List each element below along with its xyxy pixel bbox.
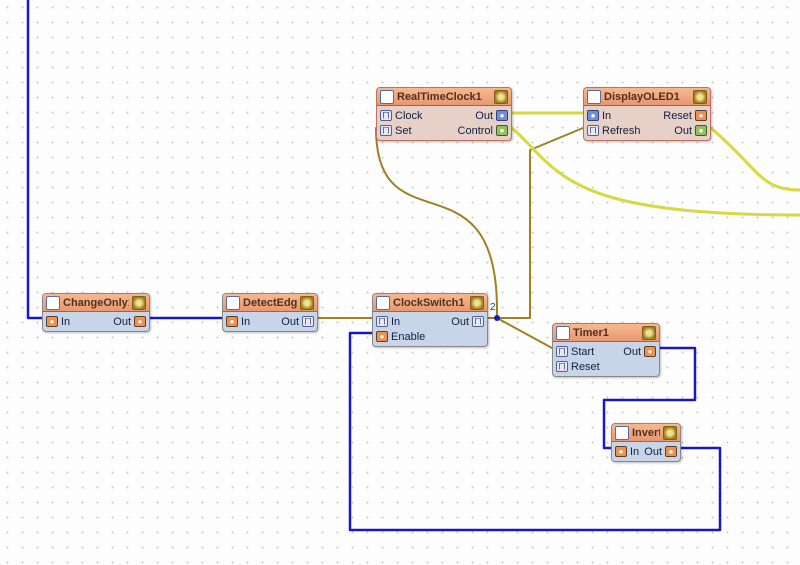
port-icon: ● <box>615 446 627 457</box>
pin-in[interactable]: ● In <box>587 110 611 122</box>
pin-out[interactable]: ● Out <box>623 346 656 358</box>
pin-set[interactable]: ⨅ Set <box>380 125 412 137</box>
port-icon: ● <box>695 125 707 136</box>
node-body: ⨅ In ⨅ Out ● Enable <box>373 312 487 346</box>
port-icon: ⨅ <box>380 125 392 136</box>
pin-in[interactable]: ● In <box>46 316 70 328</box>
node-timer[interactable]: Timer1 ⨅ Start ● Out ⨅ Reset <box>552 323 660 377</box>
component-icon <box>376 296 390 310</box>
node-rtc[interactable]: RealTimeClock1 ⨅ Clock ● Out ⨅ Set ● Con… <box>376 87 512 141</box>
port-icon: ● <box>587 110 599 121</box>
node-title: DisplayOLED1 <box>604 91 690 103</box>
pin-out[interactable]: ⨅ Out <box>451 316 484 328</box>
port-icon: ⨅ <box>302 316 314 327</box>
port-icon: ⨅ <box>556 361 568 372</box>
port-icon: ● <box>496 125 508 136</box>
port-icon: ● <box>226 316 238 327</box>
pin-out[interactable]: ● Out <box>475 110 508 122</box>
node-header[interactable]: ChangeOnly1 <box>43 294 149 312</box>
port-icon: ⨅ <box>472 316 484 327</box>
node-title: Timer1 <box>573 327 639 339</box>
gear-icon[interactable] <box>300 296 314 310</box>
component-icon <box>380 90 394 104</box>
port-icon: ● <box>644 346 656 357</box>
component-icon <box>226 296 240 310</box>
node-title: ClockSwitch1 <box>393 297 467 309</box>
gear-icon[interactable] <box>642 326 656 340</box>
component-icon <box>587 90 601 104</box>
port-icon: ● <box>134 316 146 327</box>
node-inverter[interactable]: Inverter1 ● In ● Out <box>611 423 681 462</box>
node-body: ⨅ Clock ● Out ⨅ Set ● Control <box>377 106 511 140</box>
port-icon: ⨅ <box>380 110 392 121</box>
node-title: RealTimeClock1 <box>397 91 491 103</box>
node-oled[interactable]: DisplayOLED1 ● In ● Reset ⨅ Refresh ● Ou… <box>583 87 711 141</box>
pin-start[interactable]: ⨅ Start <box>556 346 594 358</box>
node-body: ● In ⨅ Out <box>223 312 317 331</box>
component-icon <box>615 426 629 440</box>
node-detectEdge[interactable]: DetectEdge1 ● In ⨅ Out <box>222 293 318 332</box>
port-icon: ⨅ <box>587 125 599 136</box>
node-header[interactable]: DisplayOLED1 <box>584 88 710 106</box>
gear-icon[interactable] <box>663 426 677 440</box>
node-header[interactable]: DetectEdge1 <box>223 294 317 312</box>
node-header[interactable]: Inverter1 <box>612 424 680 442</box>
node-changeOnly[interactable]: ChangeOnly1 ● In ● Out <box>42 293 150 332</box>
port-icon: ● <box>496 110 508 121</box>
node-title: DetectEdge1 <box>243 297 297 309</box>
node-header[interactable]: RealTimeClock1 <box>377 88 511 106</box>
pin-in[interactable]: ● In <box>615 446 639 458</box>
node-body: ⨅ Start ● Out ⨅ Reset <box>553 342 659 376</box>
node-header[interactable]: ClockSwitch1 <box>373 294 487 312</box>
gear-icon[interactable] <box>132 296 146 310</box>
pin-reset[interactable]: ⨅ Reset <box>556 361 600 373</box>
node-body: ● In ● Out <box>612 442 680 461</box>
port-icon: ● <box>376 331 388 342</box>
pin-in[interactable]: ⨅ In <box>376 316 400 328</box>
pin-out[interactable]: ● Out <box>644 446 677 458</box>
wire-layer <box>0 0 800 565</box>
node-title: Inverter1 <box>632 427 660 439</box>
component-icon <box>556 326 570 340</box>
port-icon: ⨅ <box>376 316 388 327</box>
node-body: ● In ● Out <box>43 312 149 331</box>
pin-in[interactable]: ● In <box>226 316 250 328</box>
pin-refresh[interactable]: ⨅ Refresh <box>587 125 641 137</box>
port-icon: ● <box>665 446 677 457</box>
gear-icon[interactable] <box>693 90 707 104</box>
pin-clock[interactable]: ⨅ Clock <box>380 110 423 122</box>
node-clockSwitch[interactable]: ClockSwitch1 ⨅ In ⨅ Out ● Enable <box>372 293 488 347</box>
pin-out[interactable]: ⨅ Out <box>281 316 314 328</box>
node-body: ● In ● Reset ⨅ Refresh ● Out <box>584 106 710 140</box>
node-header[interactable]: Timer1 <box>553 324 659 342</box>
pin-out[interactable]: ● Out <box>113 316 146 328</box>
port-icon: ● <box>695 110 707 121</box>
pin-out[interactable]: ● Out <box>674 125 707 137</box>
pin-reset[interactable]: ● Reset <box>663 110 707 122</box>
port-icon: ● <box>46 316 58 327</box>
fanout-count: 2 <box>490 302 496 313</box>
port-icon: ⨅ <box>556 346 568 357</box>
gear-icon[interactable] <box>494 90 508 104</box>
node-title: ChangeOnly1 <box>63 297 129 309</box>
pin-control[interactable]: ● Control <box>458 125 508 137</box>
pin-enable[interactable]: ● Enable <box>376 331 425 343</box>
gear-icon[interactable] <box>470 296 484 310</box>
component-icon <box>46 296 60 310</box>
